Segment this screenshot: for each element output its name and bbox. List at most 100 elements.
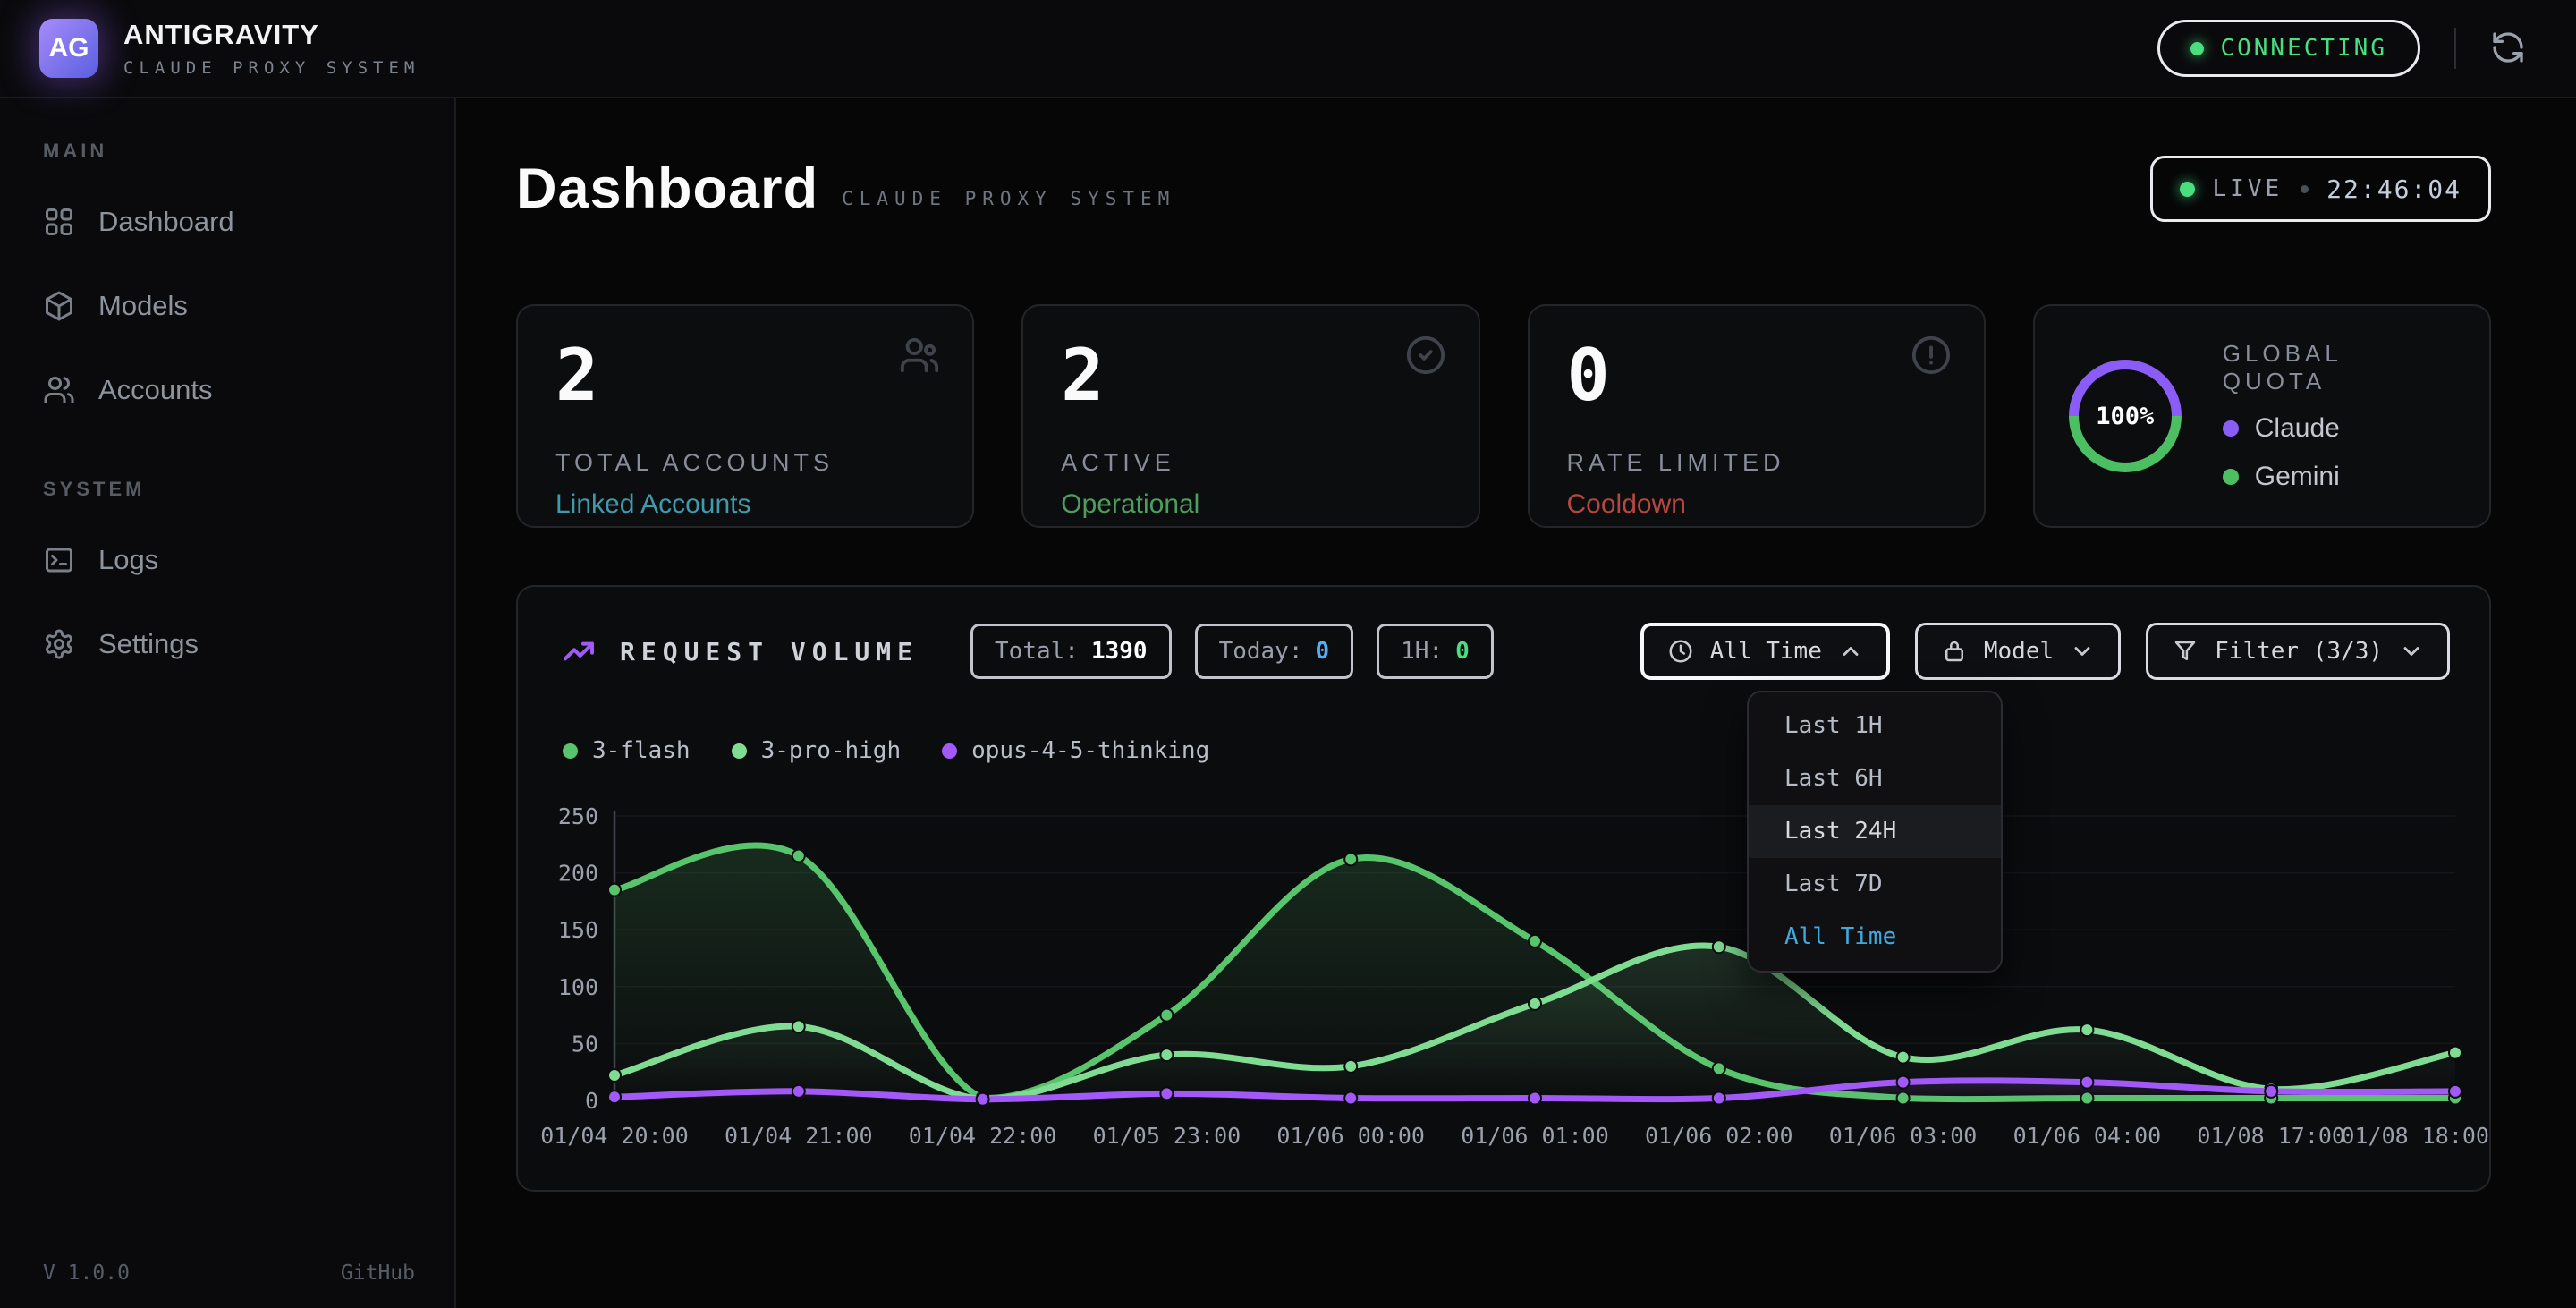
sidebar-item-models[interactable]: Models [43,274,419,338]
stat-card-rate-limited: 0 RATE LIMITED Cooldown [1527,304,1986,528]
dropdown-item[interactable]: All Time [1784,923,1897,950]
svg-text:01/04 21:00: 01/04 21:00 [724,1123,873,1149]
sidebar-item-label: Models [98,290,188,321]
legend-dot-icon [731,743,747,759]
live-status-badge: LIVE 22:46:04 [2149,156,2491,222]
sidebar: MAIN Dashboard Models Accounts SYSTEM [0,98,456,1308]
sidebar-item-label: Accounts [98,374,213,405]
dropdown-item[interactable]: Last 24H [1749,805,2001,858]
quota-percent: 100% [2096,402,2155,430]
chevron-down-icon [2399,639,2424,664]
github-link[interactable]: GitHub [340,1261,415,1285]
quota-legend-label: Gemini [2254,462,2340,491]
filter-dropdown-button[interactable]: Filter (3/3) [2146,623,2450,680]
svg-text:150: 150 [558,917,598,943]
app-subtitle: CLAUDE PROXY SYSTEM [123,58,420,78]
legend-item[interactable]: opus-4-5-thinking [942,737,1209,764]
trending-up-icon [561,633,597,669]
dropdown-item[interactable]: Last 6H [1784,765,1883,792]
connection-status-pill[interactable]: CONNECTING [2157,20,2420,77]
today-badge-label: Today: [1218,638,1303,665]
svg-text:01/06 02:00: 01/06 02:00 [1645,1123,1793,1149]
legend-label: 3-flash [592,737,691,764]
quota-label: GLOBAL QUOTA [2222,340,2342,395]
live-label: LIVE [2212,175,2284,202]
svg-text:100: 100 [558,974,598,1000]
alert-circle-icon [1911,335,1952,380]
stat-label: TOTAL ACCOUNTS [555,449,835,476]
sidebar-section-main-label: MAIN [43,140,108,162]
time-range-dropdown-button[interactable]: All Time [1640,623,1890,680]
app-header: AG ANTIGRAVITY CLAUDE PROXY SYSTEM CONNE… [0,0,2576,98]
sidebar-section-system-label: SYSTEM [43,478,146,500]
stat-label: RATE LIMITED [1566,449,1785,476]
legend-label: opus-4-5-thinking [971,737,1210,764]
svg-text:01/08 17:00: 01/08 17:00 [2197,1123,2345,1149]
dropdown-item[interactable]: Last 7D [1784,871,1883,897]
users-icon [899,335,940,380]
sidebar-item-label: Dashboard [98,206,234,237]
gemini-dot-icon [2222,469,2239,485]
refresh-button[interactable] [2490,30,2526,68]
today-badge-value: 0 [1315,638,1330,665]
svg-text:01/06 03:00: 01/06 03:00 [1829,1123,1978,1149]
svg-text:200: 200 [558,861,598,887]
quota-legend-gemini: Gemini [2222,462,2455,492]
stat-subtext: Linked Accounts [555,489,751,519]
model-dropdown-button[interactable]: Model [1914,623,2122,680]
model-label: Model [1983,638,2055,665]
live-dot-icon [2179,181,2195,197]
main-content: Dashboard CLAUDE PROXY SYSTEM LIVE 22:46… [456,98,2576,1308]
hour-badge-label: 1H: [1401,638,1444,665]
page-subtitle: CLAUDE PROXY SYSTEM [842,188,1176,209]
svg-text:250: 250 [558,803,598,829]
cube-icon [43,290,75,322]
sidebar-item-label: Settings [98,628,199,659]
svg-text:01/06 00:00: 01/06 00:00 [1276,1123,1425,1149]
connection-status-label: CONNECTING [2220,35,2387,62]
today-badge: Today: 0 [1194,624,1354,679]
sidebar-item-accounts[interactable]: Accounts [43,358,419,422]
svg-text:01/05 23:00: 01/05 23:00 [1093,1123,1241,1149]
stat-value: 0 [1566,334,1610,417]
legend-item[interactable]: 3-pro-high [731,737,902,764]
total-badge: Total: 1390 [970,624,1172,679]
filter-label: Filter (3/3) [2215,638,2383,665]
svg-text:01/06 01:00: 01/06 01:00 [1461,1123,1609,1149]
sidebar-item-label: Logs [98,544,159,575]
stat-subtext: Operational [1061,489,1200,519]
svg-text:01/04 20:00: 01/04 20:00 [540,1123,689,1149]
sidebar-item-settings[interactable]: Settings [43,612,419,676]
legend-item[interactable]: 3-flash [563,737,691,764]
gear-icon [43,628,75,660]
terminal-icon [43,544,75,576]
quota-legend-claude: Claude [2222,413,2455,444]
chevron-down-icon [2070,639,2095,664]
legend-label: 3-pro-high [760,737,902,764]
model-box-icon [1941,638,1968,665]
filter-funnel-icon [2172,638,2199,665]
dropdown-item[interactable]: Last 1H [1784,712,1883,739]
svg-text:01/08 18:00: 01/08 18:00 [2341,1123,2489,1149]
svg-text:50: 50 [572,1031,598,1057]
sidebar-item-logs[interactable]: Logs [43,528,419,592]
app-version: V 1.0.0 [43,1261,130,1285]
legend-dot-icon [563,743,578,759]
total-badge-label: Total: [995,638,1079,665]
panel-title: REQUEST VOLUME [620,636,919,667]
chart-legend: 3-flash 3-pro-high opus-4-5-thinking [563,737,1209,764]
hour-badge: 1H: 0 [1377,624,1494,679]
stat-value: 2 [1061,334,1105,417]
svg-text:0: 0 [585,1088,598,1114]
app-logo: AG [39,19,98,78]
refresh-icon [2490,30,2526,68]
sidebar-item-dashboard[interactable]: Dashboard [43,190,419,254]
grid-icon [43,206,75,238]
request-volume-panel: REQUEST VOLUME Total: 1390 Today: 0 1H: … [516,585,2491,1192]
stat-card-total-accounts: 2 TOTAL ACCOUNTS Linked Accounts [516,304,975,528]
app-title: ANTIGRAVITY [123,19,319,50]
page-title: Dashboard [516,157,819,220]
header-divider [2454,28,2456,69]
stat-label: ACTIVE [1061,449,1175,476]
status-dot-icon [2190,41,2205,55]
